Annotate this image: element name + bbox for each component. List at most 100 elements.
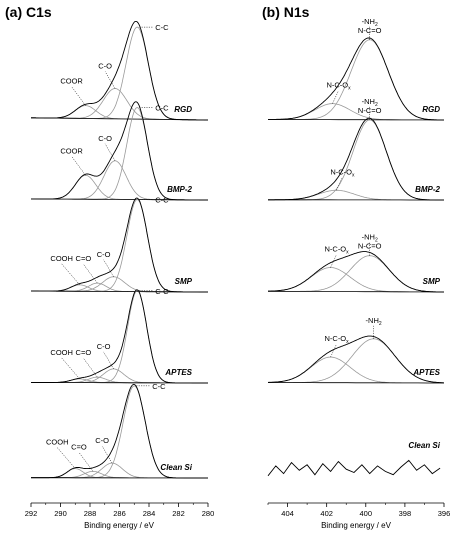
x-tick-label: 284 [143,509,156,518]
n1s-panel: 404 402 400 398 396N-C-Ox-NH2N-C=ORGDN-C-Ox-… [267,17,451,518]
sample-label-rgd: RGD [174,105,192,114]
peak-label-nh: -NH2 [366,316,382,327]
peak-label-n-c-o: N-C=O [358,242,382,251]
peak-label-n-c-o: N-C-Ox [324,334,349,345]
peak-leader [71,86,86,106]
c1s-x-axis-label: Binding energy / eV [84,521,154,530]
peak-label-c-c: C-C [152,382,166,391]
peak-leader [61,357,80,380]
peak-leader [103,351,114,370]
peak-leader [78,452,94,472]
peak-label-n-c-o: N-C-Ox [326,81,351,92]
peak-leader [83,357,98,378]
spectrum-bmp-2: C-C C-O COOR BMP-2 [30,101,209,201]
envelope-curve [31,197,208,293]
peak-label-nh: -NH2 [362,17,378,28]
x-tick-label: 398 [399,509,412,518]
peak-label-subscript: 2 [379,321,382,327]
fit-component [31,160,208,201]
x-tick-label: 280 [202,509,215,518]
envelope-curve [268,37,444,121]
peak-label-subscript: 2 [375,102,378,108]
envelope-curve [31,20,208,121]
sample-label-smp: SMP [423,277,441,286]
sample-label-clean-si: Clean Si [160,463,192,472]
c1s-panel: 292 290 288 286 284 282 280 C-C C-O COOR RGD C-C C-O… [25,20,215,518]
peak-label-c-o: C-O [97,342,111,351]
sample-label-clean-si: Clean Si [408,441,440,450]
peak-label-n-c-o: N-C-Ox [324,245,349,256]
panel-title-c1s: (a) C1s [5,4,52,20]
peak-label-cooh: COOH [50,348,73,357]
x-tick-label: 282 [172,509,185,518]
sample-label-bmp-2: BMP-2 [167,185,192,194]
peak-leader [104,143,116,161]
envelope-curve [268,117,444,201]
envelope-curve [31,101,208,201]
envelope-curve [268,251,444,293]
peak-label-c-c: C-C [155,104,169,113]
peak-label-subscript: x [352,172,355,178]
sample-label-bmp-2: BMP-2 [415,185,440,194]
peak-label-subscript: x [346,339,349,345]
x-tick-label: 288 [84,509,97,518]
peak-label-coor: COOR [60,77,83,86]
sample-label-smp: SMP [175,277,193,286]
noise-trace [267,459,441,477]
peak-label-n-c-o: N-C=O [358,106,382,115]
peak-leader [61,263,80,286]
background-line [268,382,444,384]
peak-label-c-c: C-C [155,287,169,296]
peak-label-subscript: 2 [375,22,378,28]
peak-leader [103,259,114,277]
peak-label-cooh: COOH [50,254,73,263]
spectrum-aptes: N-C-Ox -NH2 APTES [267,316,444,384]
peak-label-coor: COOR [60,146,83,155]
peak-label-nh: -NH2 [362,97,378,108]
n1s-x-axis-label: Binding energy / eV [321,521,391,530]
background-line [267,119,444,121]
sample-label-rgd: RGD [422,105,440,114]
peak-label-c-o: C-O [98,61,112,70]
peak-label-c-c: C-C [155,196,169,205]
peak-label-c-o: C=O [76,254,92,263]
peak-label-subscript: 2 [375,238,378,244]
peak-label-c-c: C-C [155,23,169,32]
envelope-curve [31,383,208,479]
x-tick-label: 292 [25,509,38,518]
peak-label-n-c-o: N-C-Ox [330,167,355,178]
envelope-curve [30,289,208,384]
peak-label-subscript: x [348,86,351,92]
peak-label-subscript: x [346,250,349,256]
peak-leader [71,156,86,176]
peak-label-c-o: C-O [97,250,111,259]
spectrum-clean-si: Clean Si [267,441,441,477]
peak-label-cooh: COOH [46,438,69,447]
peak-label-c-o: C-O [95,436,109,445]
x-tick-label: 396 [438,509,451,518]
x-tick-label: 402 [320,509,333,518]
peak-label-c-o: C=O [76,348,92,357]
x-tick-label: 400 [360,509,373,518]
sample-label-aptes: APTES [164,368,192,377]
envelope-curve [267,335,444,384]
x-tick-label: 404 [281,509,294,518]
peak-label-n-c-o: N-C=O [358,26,382,35]
background-line [268,290,444,293]
peak-label-c-o: C=O [71,442,87,451]
fit-component [268,267,444,293]
peak-leader [104,71,116,89]
panel-title-n1s: (b) N1s [262,4,310,20]
peak-leader [83,263,98,284]
peak-label-c-o: C-O [98,134,112,143]
x-tick-label: 290 [54,509,67,518]
spectrum-rgd: C-C C-O COOR RGD [30,20,209,121]
peak-label-nh: -NH2 [362,233,378,244]
